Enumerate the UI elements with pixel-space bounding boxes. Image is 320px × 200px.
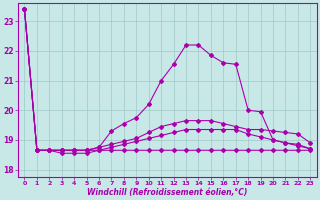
X-axis label: Windchill (Refroidissement éolien,°C): Windchill (Refroidissement éolien,°C) [87,188,248,197]
